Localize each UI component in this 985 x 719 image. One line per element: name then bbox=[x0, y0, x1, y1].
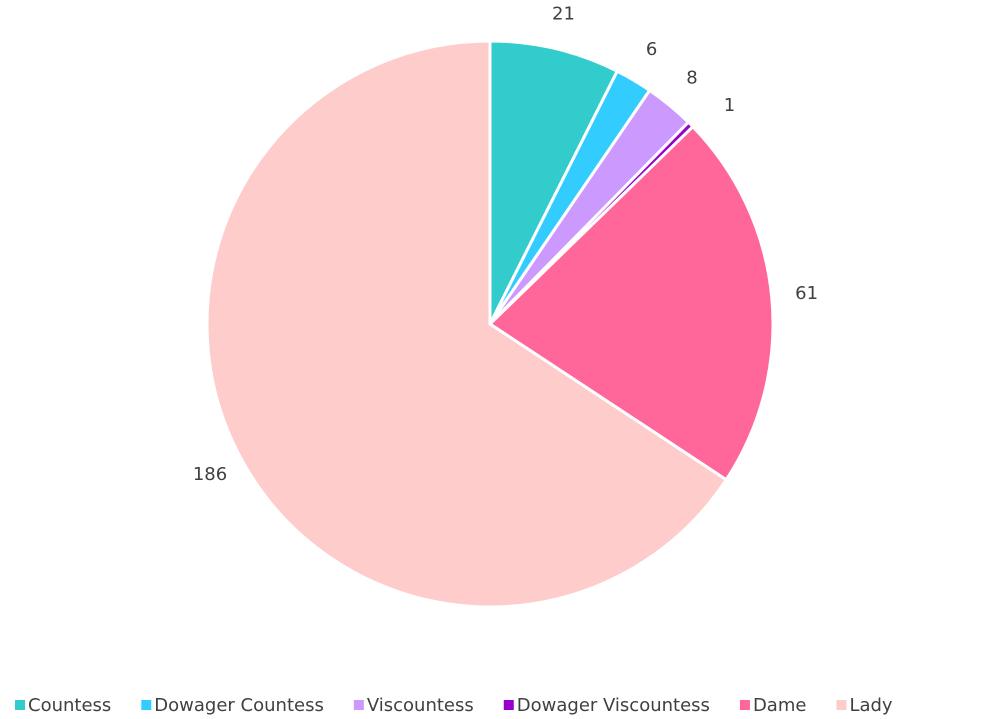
legend-label: Dame bbox=[753, 695, 807, 716]
legend-swatch bbox=[503, 700, 514, 710]
legend-swatch bbox=[141, 700, 152, 710]
data-label: 186 bbox=[193, 464, 227, 485]
legend-label: Dowager Viscountess bbox=[517, 695, 710, 716]
data-label: 6 bbox=[646, 39, 657, 60]
legend-label: Countess bbox=[28, 695, 111, 716]
legend-label: Dowager Countess bbox=[154, 695, 324, 716]
legend-label: Lady bbox=[849, 695, 892, 716]
legend-swatch bbox=[739, 700, 750, 710]
legend-label: Viscountess bbox=[367, 695, 474, 716]
pie-slice bbox=[487, 124, 775, 482]
data-label: 21 bbox=[552, 4, 575, 25]
legend-swatch bbox=[353, 700, 364, 710]
legend-swatch bbox=[836, 700, 847, 710]
pie-slice bbox=[488, 39, 620, 325]
legend-swatch bbox=[15, 700, 25, 710]
pie-slice bbox=[205, 39, 729, 609]
data-label: 1 bbox=[724, 95, 735, 116]
data-label: 8 bbox=[686, 67, 697, 88]
data-label: 61 bbox=[795, 283, 818, 304]
